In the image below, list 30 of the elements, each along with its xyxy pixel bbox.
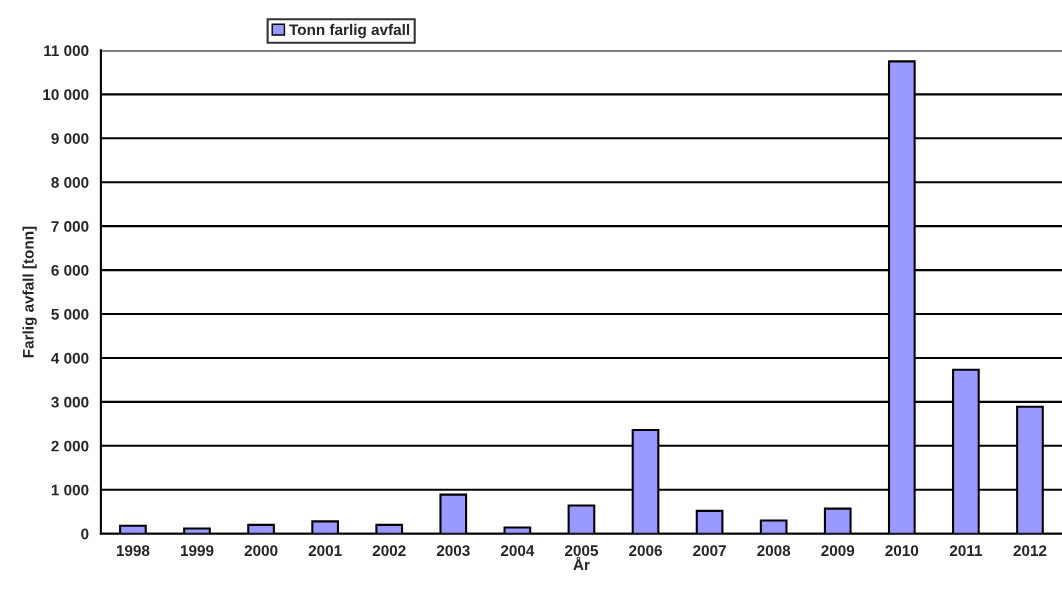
y-tick-label: 3 000 xyxy=(51,396,89,408)
x-tick-label: 2007 xyxy=(693,545,726,557)
x-tick-label: 2001 xyxy=(308,545,342,557)
x-tick-label: 2010 xyxy=(885,545,919,557)
x-tick-label: 2011 xyxy=(949,545,983,557)
x-tick-label: 2002 xyxy=(372,545,406,557)
x-tick-label: 2012 xyxy=(1013,545,1047,557)
y-tick-label: 0 xyxy=(81,528,89,540)
x-tick-label: 2004 xyxy=(500,545,535,557)
x-tick-label: 2000 xyxy=(244,545,278,557)
y-tick-label: 5 000 xyxy=(51,308,89,320)
legend-label: Tonn farlig avfall xyxy=(289,23,410,39)
x-tick-label: 2009 xyxy=(821,545,855,557)
x-tick-label: 1998 xyxy=(116,545,150,557)
y-tick-label: 1 000 xyxy=(51,484,89,496)
y-tick-label: 4 000 xyxy=(51,352,89,364)
x-tick-label: 2008 xyxy=(757,545,791,557)
x-tick-label: 2005 xyxy=(564,545,599,557)
y-tick-label: 7 000 xyxy=(51,221,89,232)
y-tick-label: 2 000 xyxy=(51,440,89,452)
y-tick-label: 11 000 xyxy=(44,45,89,57)
y-axis-title: Farlig avfall [tonn] xyxy=(22,226,37,358)
y-tick-label: 9 000 xyxy=(51,133,89,144)
x-tick-label: 2003 xyxy=(436,545,470,557)
y-tick-label: 10 000 xyxy=(43,89,89,101)
x-tick-label: 2006 xyxy=(629,545,662,557)
y-tick-label: 6 000 xyxy=(51,264,89,276)
x-tick-label: 1999 xyxy=(180,545,214,557)
y-tick-label: 8 000 xyxy=(51,177,89,188)
x-axis-title: År xyxy=(573,556,590,571)
